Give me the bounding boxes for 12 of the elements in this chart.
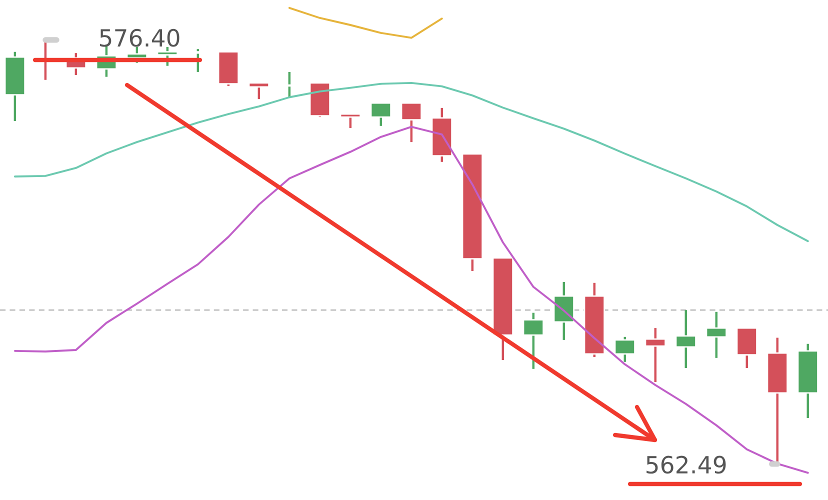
candlestick xyxy=(675,308,696,370)
candlestick xyxy=(706,310,727,360)
annotation: 576.40 xyxy=(100,28,180,47)
candlestick xyxy=(370,102,392,128)
candlestick xyxy=(248,82,270,100)
candlestick xyxy=(614,336,636,363)
candlestick xyxy=(340,112,362,130)
annotation: 562.49 xyxy=(646,456,726,474)
candlestick xyxy=(522,312,544,370)
candlestick xyxy=(644,326,666,384)
candlestick xyxy=(400,102,422,144)
candlestick xyxy=(156,46,178,67)
